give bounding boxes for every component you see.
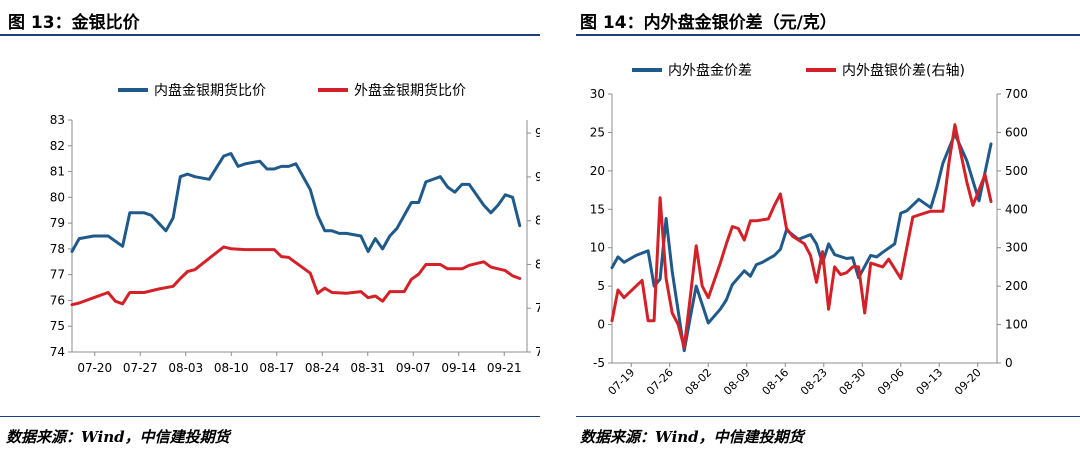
x-tick-label: 08-24 — [305, 361, 340, 375]
x-tick-label: 09-06 — [875, 366, 907, 398]
x-tick-label: 09-14 — [441, 361, 476, 375]
x-tick-label: 08-23 — [798, 366, 830, 398]
y-left-tick-label: 15 — [590, 202, 605, 216]
y-right-tick-label: 300 — [1005, 241, 1028, 255]
y-left-tick-label: 75 — [50, 319, 65, 333]
legend-label-1: 内外盘金价差 — [668, 62, 752, 79]
figure-title: 图 13：金银比价 — [8, 13, 140, 33]
y-left-tick-label: 80 — [50, 190, 65, 204]
panel-price-spread: 图 14：内外盘金银价差（元/克） 30 25 20 15 10 5 0 -5 700 600 50… — [576, 0, 1080, 449]
y-left-tick-label: 74 — [50, 345, 65, 359]
y-left-tick-label: 30 — [590, 87, 605, 101]
x-tick-label: 08-16 — [760, 366, 792, 398]
y-left-tick-label: 76 — [50, 293, 65, 307]
panel-gold-silver-ratio: 图 13：金银比价 83 82 81 80 79 78 77 76 75 74 99 94 89 84 79… — [0, 13, 540, 446]
y-right-tick-label: 94 — [535, 170, 540, 184]
source-rule — [0, 416, 540, 417]
y-left-tick-label: 10 — [590, 241, 605, 255]
y-left-tick-label: 78 — [50, 242, 65, 256]
x-tick-label: 07-27 — [123, 361, 158, 375]
y-right-tick-label: 200 — [1005, 279, 1028, 293]
legend-label-2: 内外盘银价差(右轴) — [842, 62, 965, 79]
x-tick-label: 08-03 — [168, 361, 203, 375]
title-rule — [576, 34, 1080, 36]
series-line-1 — [70, 152, 522, 253]
figure-title: 图 14：内外盘金银价差（元/克） — [580, 13, 837, 33]
y-left-tick-label: 79 — [50, 216, 65, 230]
x-tick-label: 07-19 — [606, 366, 638, 398]
y-right-tick-label: 500 — [1005, 164, 1028, 178]
source-note: 数据来源：Wind，中信建投期货 — [580, 428, 804, 446]
x-tick-label: 08-10 — [214, 361, 249, 375]
series-line-2 — [70, 245, 522, 307]
x-tick-label: 08-30 — [837, 366, 869, 398]
y-left-tick-label: 81 — [50, 165, 65, 179]
y-left-tick-label: 5 — [597, 279, 605, 293]
source-rule — [576, 416, 1080, 417]
y-right-tick-label: 400 — [1005, 202, 1028, 216]
y-left-tick-label: 77 — [50, 268, 65, 282]
x-tick-label: 07-20 — [77, 361, 112, 375]
x-tick-label: 09-20 — [952, 366, 984, 398]
y-right-tick-label: 74 — [535, 345, 540, 359]
x-tick-label: 09-13 — [914, 366, 946, 398]
y-left-tick-label: -5 — [593, 356, 605, 370]
x-tick-label: 08-02 — [683, 366, 715, 398]
series-line-2 — [610, 123, 993, 350]
y-right-tick-label: 89 — [535, 214, 540, 228]
legend-label-1: 内盘金银期货比价 — [154, 82, 266, 99]
x-tick-label: 09-07 — [396, 361, 431, 375]
source-note: 数据来源：Wind，中信建投期货 — [6, 428, 230, 446]
x-tick-label: 08-17 — [259, 361, 294, 375]
y-left-tick-label: 82 — [50, 139, 65, 153]
y-left-tick-label: 25 — [590, 125, 605, 139]
y-right-tick-label: 99 — [535, 126, 540, 140]
y-right-tick-label: 700 — [1005, 87, 1028, 101]
y-right-tick-label: 79 — [535, 301, 540, 315]
y-left-tick-label: 0 — [597, 318, 605, 332]
y-right-tick-label: 0 — [1005, 356, 1013, 370]
y-right-tick-label: 100 — [1005, 318, 1028, 332]
chart-price-spread: 30 25 20 15 10 5 0 -5 700 600 500 400 300 200 100 0 07-1… — [590, 62, 1028, 398]
x-tick-label: 09-21 — [487, 361, 522, 375]
x-tick-label: 08-09 — [721, 366, 753, 398]
y-left-tick-label: 83 — [50, 113, 65, 127]
legend-label-2: 外盘金银期货比价 — [354, 82, 466, 99]
chart-gold-silver-ratio: 83 82 81 80 79 78 77 76 75 74 99 94 89 84 79 74 07-20 07-… — [50, 82, 540, 375]
x-tick-label: 08-31 — [350, 361, 385, 375]
y-right-tick-label: 84 — [535, 257, 540, 271]
y-right-tick-label: 600 — [1005, 125, 1028, 139]
y-left-tick-label: 20 — [590, 164, 605, 178]
title-rule — [0, 34, 540, 36]
x-tick-label: 07-26 — [644, 366, 676, 398]
